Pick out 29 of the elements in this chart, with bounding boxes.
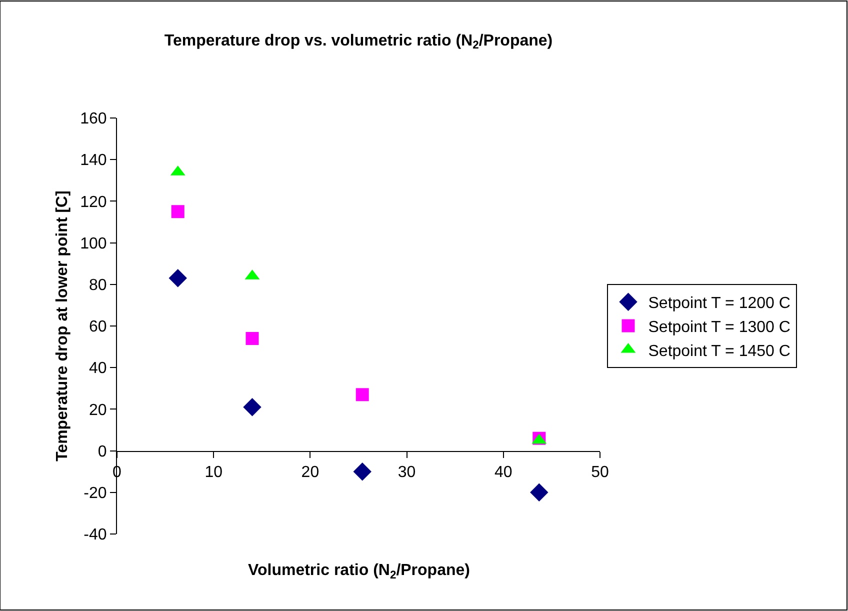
y-axis-title: Temperature drop at lower point [C] [54, 190, 71, 462]
y-tick-label: 0 [98, 443, 107, 460]
x-tick-label: 40 [494, 464, 512, 481]
y-tick-label: 140 [80, 152, 107, 170]
point [246, 332, 259, 345]
chart-title: Temperature drop vs. volumetric ratio (N$_{2}$/Propane) [164, 32, 553, 52]
x-tick-label: 20 [301, 464, 320, 481]
y-tick-label: 160 [80, 110, 107, 128]
y-tick-label: 40 [89, 360, 107, 378]
y-tick-label: 60 [89, 318, 107, 336]
x-axis-title: Volumetric ratio (N$_{2}$/Propane) [248, 562, 470, 582]
x-tick-label: 30 [398, 464, 416, 481]
y-tick-label: 120 [80, 194, 107, 211]
y-tick-label: 100 [80, 235, 107, 252]
y-tick-label: -40 [84, 526, 107, 544]
point [243, 398, 262, 416]
y-tick-label: 80 [89, 277, 107, 294]
legend-label: Setpoint T = 1200 C [648, 295, 790, 312]
legend-label: Setpoint T = 1450 C [648, 342, 790, 360]
legend-label: Setpoint T = 1300 C [648, 318, 790, 336]
point [171, 205, 184, 218]
x-tick-label: 10 [204, 464, 223, 481]
point [356, 388, 369, 402]
y-tick-label: -20 [84, 485, 107, 502]
point [353, 462, 372, 481]
point [530, 483, 548, 502]
x-tick-label: 50 [591, 464, 609, 481]
point [168, 269, 187, 288]
y-tick-label: 20 [89, 402, 107, 419]
